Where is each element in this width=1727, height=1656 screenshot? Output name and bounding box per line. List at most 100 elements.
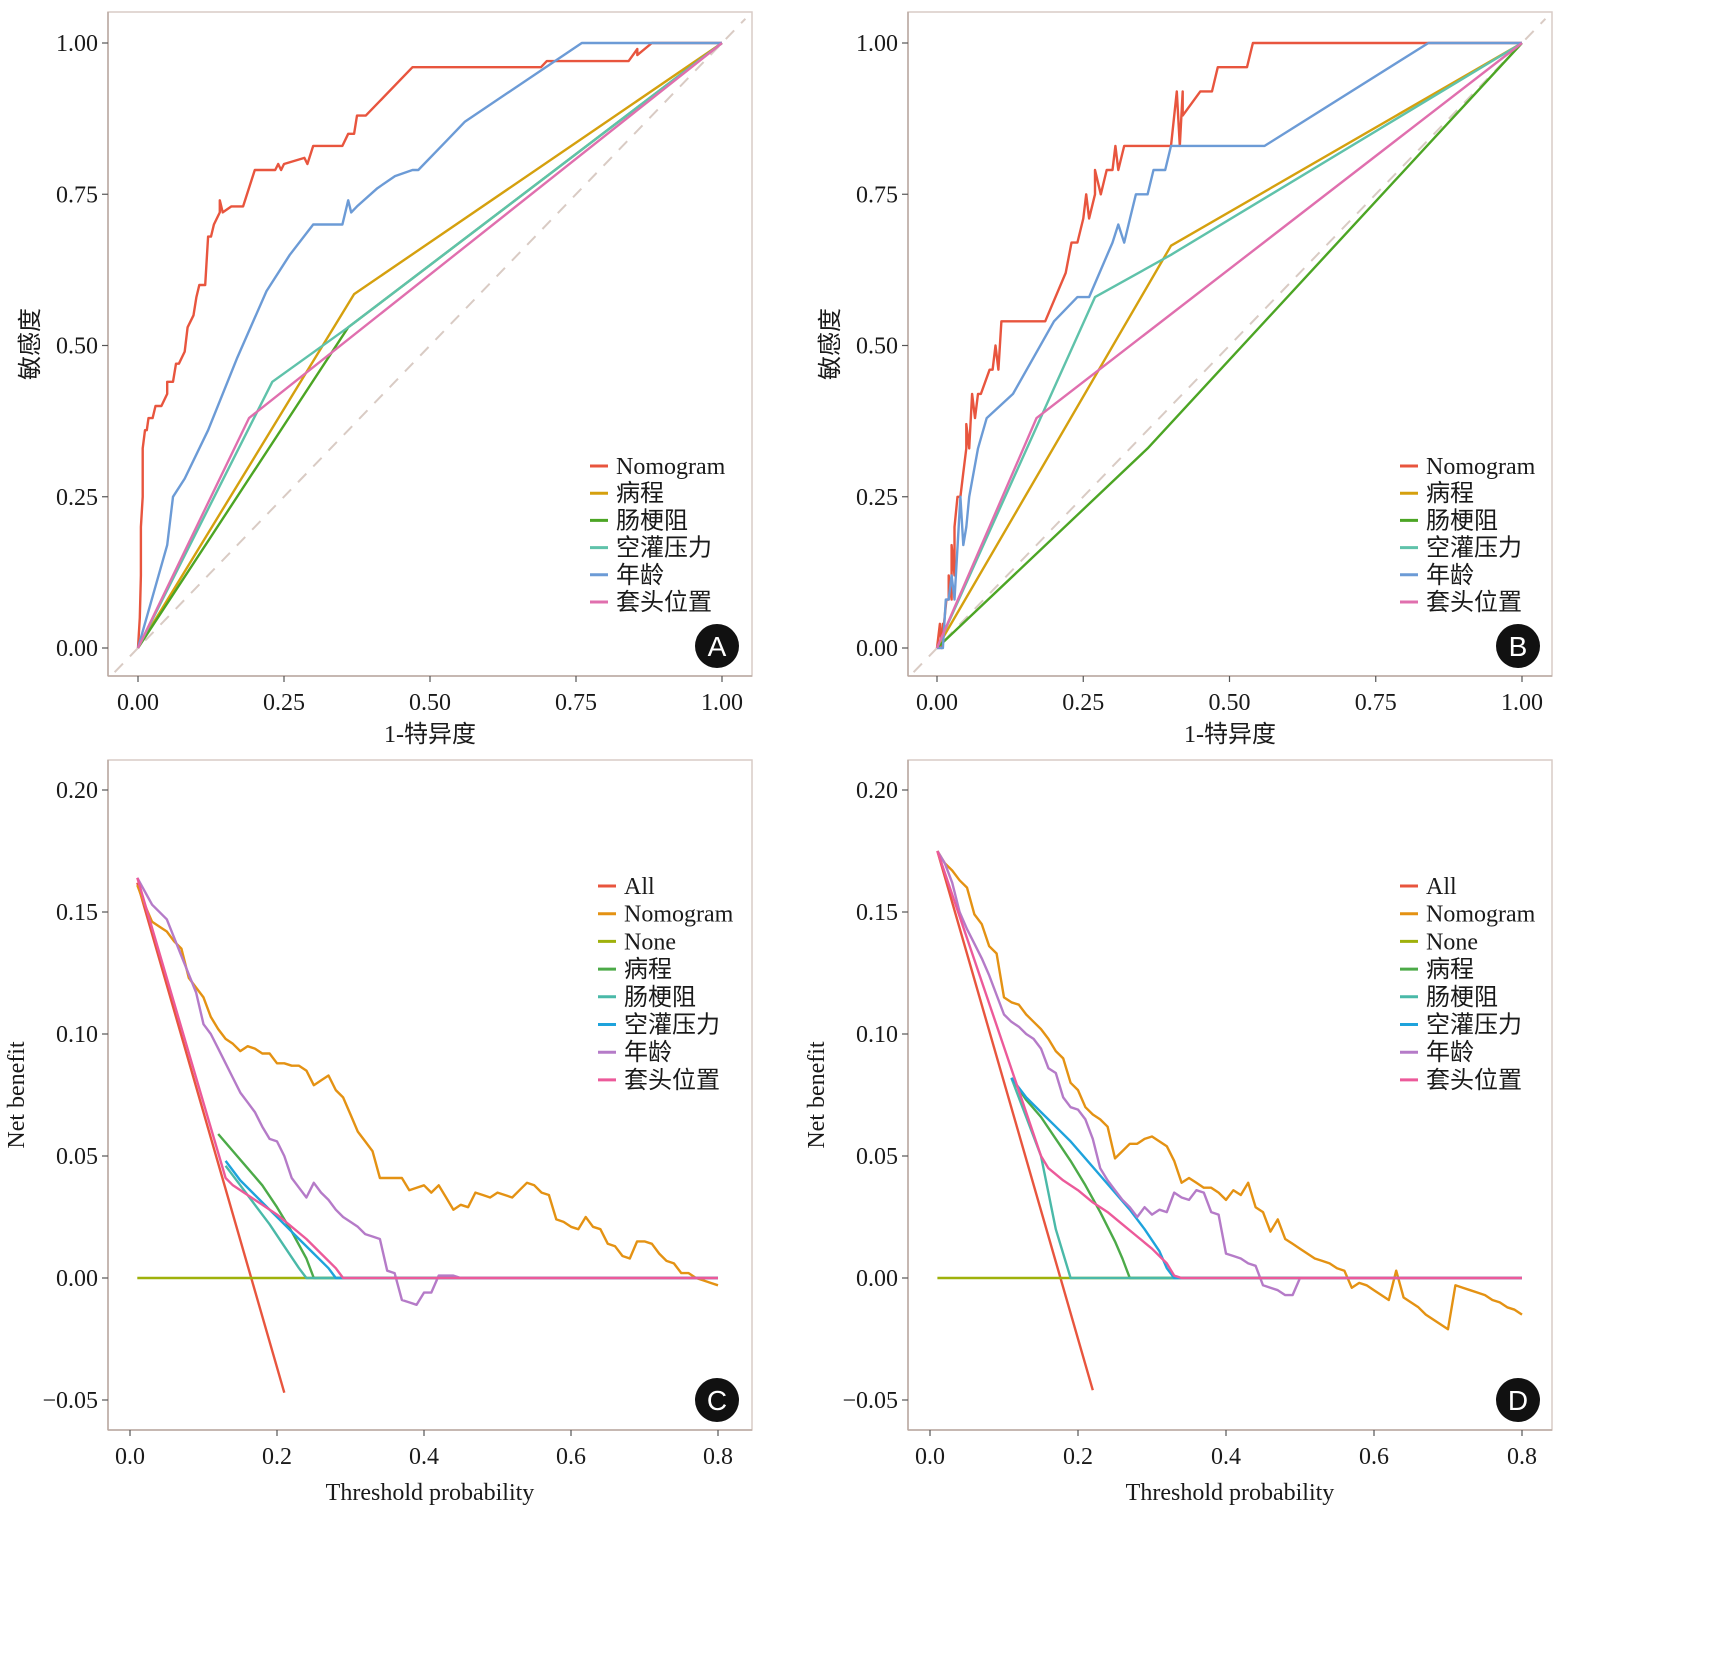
legend-label: 年龄 <box>1426 1039 1474 1066</box>
legend-label: 病程 <box>616 480 664 507</box>
x-tick-label: 0.0 <box>915 1444 945 1470</box>
x-tick-label: 0.00 <box>117 690 159 716</box>
x-tick-label: 0.25 <box>263 690 305 716</box>
y-tick-label: 0.50 <box>56 334 98 360</box>
panel-badge-label: C <box>707 1385 727 1416</box>
panel-d-decision-curve: 0.0 0.2 0.4 0.6 0.8 0.20 0.15 0.10 0.05 0.00 −0.05… <box>804 759 1553 1506</box>
series-line-series-3 <box>136 42 723 649</box>
y-tick-label: 0.20 <box>56 778 98 804</box>
legend-label: None <box>1426 929 1478 955</box>
series-line-series-5 <box>935 42 1523 649</box>
y-tick-label: 0.00 <box>856 636 898 662</box>
series-line-series-2 <box>936 42 1523 649</box>
y-tick-label: 0.00 <box>56 1266 98 1292</box>
panel-badge-label: A <box>708 631 727 662</box>
legend-label: All <box>624 874 655 900</box>
reference-diagonal-line <box>912 18 1547 673</box>
y-tick-label: 0.75 <box>856 182 898 208</box>
series-line-nomogram <box>136 884 719 1287</box>
x-tick-label: 0.00 <box>916 690 958 716</box>
legend-label: 肠梗阻 <box>1426 984 1498 1011</box>
y-tick-label: 0.75 <box>56 182 98 208</box>
legend-label: None <box>624 929 676 955</box>
legend-label: Nomogram <box>616 454 726 480</box>
y-tick-label: 0.10 <box>856 1022 898 1048</box>
series-line-series-4 <box>224 1165 718 1280</box>
y-tick-label: 0.25 <box>856 485 898 511</box>
legend-label: 空灌压力 <box>616 535 712 562</box>
y-tick-label: 0.20 <box>856 778 898 804</box>
series-line-series-3 <box>935 41 1523 649</box>
legend-label: 病程 <box>624 956 672 983</box>
plot-area <box>113 18 747 673</box>
x-tick-label: 1.00 <box>1501 690 1543 716</box>
legend-label: 套头位置 <box>1426 589 1522 616</box>
legend-label: 肠梗阻 <box>1426 507 1498 534</box>
series-line-all <box>936 850 1094 1391</box>
series-line-series-3 <box>1010 1077 1522 1280</box>
series-line-nomogram <box>936 850 1523 1331</box>
legend-label: 年龄 <box>1426 562 1474 589</box>
series-line-series-5 <box>136 42 723 649</box>
series-line-nomogram <box>935 41 1522 650</box>
x-tick-label: 0.2 <box>262 1444 292 1470</box>
x-tick-label: 0.8 <box>703 1444 733 1470</box>
y-tick-label: 1.00 <box>56 31 98 57</box>
series-line-series-5 <box>224 1160 718 1280</box>
legend-label: 病程 <box>1426 956 1474 983</box>
y-axis-title: Net benefit <box>4 1041 30 1149</box>
y-tick-label: 0.00 <box>856 1266 898 1292</box>
y-axis-title: Net benefit <box>804 1041 830 1149</box>
panel-badge <box>1496 624 1540 668</box>
series-line-series-7 <box>136 877 718 1280</box>
panel-a-roc-curve: 0.00 0.25 0.50 0.75 1.00 0.00 0.25 0.50 0.75 1.00… <box>17 11 753 748</box>
legend-label: 病程 <box>1426 480 1474 507</box>
x-tick-label: 0.6 <box>556 1444 586 1470</box>
y-tick-label: 0.05 <box>56 1144 98 1170</box>
series-line-series-6 <box>936 850 1522 1297</box>
y-tick-label: 0.25 <box>56 485 98 511</box>
y-tick-label: 0.00 <box>56 636 98 662</box>
x-axis-title: Threshold probability <box>1126 1480 1335 1506</box>
legend-label: 年龄 <box>624 1039 672 1066</box>
plot-area <box>912 18 1547 673</box>
plot-panel-border <box>107 759 753 1431</box>
panel-badge <box>1496 1378 1540 1422</box>
plot-area <box>936 850 1523 1391</box>
legend-label: All <box>1426 874 1457 900</box>
reference-diagonal-line <box>113 18 747 673</box>
x-tick-label: 0.50 <box>1209 690 1251 716</box>
legend-label: 空灌压力 <box>624 1012 720 1039</box>
y-tick-label: 0.05 <box>856 1144 898 1170</box>
x-tick-label: 0.4 <box>409 1444 439 1470</box>
legend-label: 空灌压力 <box>1426 535 1522 562</box>
legend-label: 年龄 <box>616 562 664 589</box>
panel-b-roc-curve: 0.00 0.25 0.50 0.75 1.00 0.00 0.25 0.50 0.75 1.00… <box>817 11 1553 748</box>
y-tick-label: 0.50 <box>856 334 898 360</box>
series-line-series-1 <box>935 41 1523 649</box>
plot-panel-border <box>907 759 1553 1431</box>
x-axis-title: 1-特异度 <box>1184 721 1276 748</box>
y-tick-label: 1.00 <box>856 31 898 57</box>
y-tick-label: 0.10 <box>56 1022 98 1048</box>
panel-c-decision-curve: 0.0 0.2 0.4 0.6 0.8 0.20 0.15 0.10 0.05 0.00 −0.05… <box>4 759 753 1506</box>
series-line-series-1 <box>136 42 723 649</box>
legend-label: Nomogram <box>624 902 734 928</box>
x-tick-label: 0.4 <box>1211 1444 1241 1470</box>
x-axis-title: 1-特异度 <box>384 721 476 748</box>
y-tick-label: 0.15 <box>856 900 898 926</box>
legend-label: 套头位置 <box>616 589 712 616</box>
series-line-series-5 <box>1010 1077 1522 1280</box>
y-tick-label: −0.05 <box>42 1388 98 1414</box>
x-tick-label: 0.2 <box>1063 1444 1093 1470</box>
x-tick-label: 0.75 <box>1355 690 1397 716</box>
x-tick-label: 0.8 <box>1507 1444 1537 1470</box>
panel-badge-label: B <box>1509 631 1528 662</box>
x-tick-label: 0.75 <box>555 690 597 716</box>
x-tick-label: 0.25 <box>1062 690 1104 716</box>
x-tick-label: 0.0 <box>115 1444 145 1470</box>
x-tick-label: 0.6 <box>1359 1444 1389 1470</box>
legend-label: 套头位置 <box>1426 1067 1522 1094</box>
y-tick-label: −0.05 <box>842 1388 898 1414</box>
